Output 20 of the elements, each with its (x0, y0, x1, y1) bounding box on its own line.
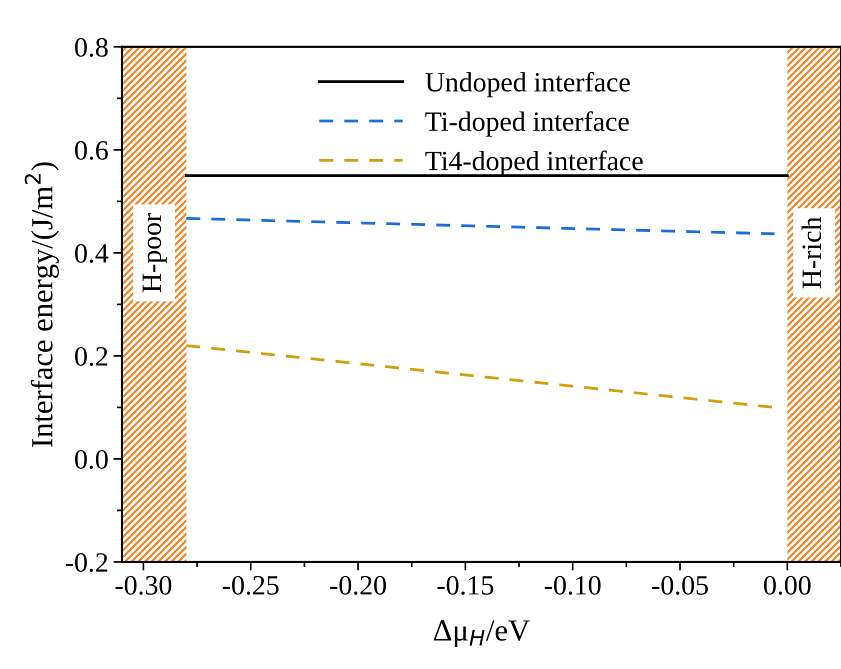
y-tick-label: 0.8 (75, 38, 108, 57)
x-tick-label: -0.25 (222, 576, 279, 595)
x-tick-label: -0.30 (116, 576, 172, 595)
y-tick-label: -0.2 (66, 553, 108, 572)
x-tick-label: 0.00 (764, 576, 811, 595)
band-label: H-poor (142, 213, 167, 292)
x-tick-label: -0.15 (437, 576, 494, 595)
legend-label: Ti4-doped interface (425, 150, 643, 176)
x-axis-title: Δμ$_{H}$/eV (434, 620, 530, 648)
y-tick-label: 0.6 (75, 141, 108, 160)
y-tick-label: 0.2 (75, 347, 108, 366)
y-tick-label: 0.0 (75, 450, 108, 469)
legend-label: Ti-doped interface (425, 111, 629, 137)
band-label: H-rich (802, 217, 822, 288)
x-tick-label: -0.10 (544, 576, 601, 595)
x-tick-label: -0.20 (330, 576, 386, 595)
x-tick-label: -0.05 (652, 576, 708, 595)
legend-label: Undoped interface (425, 72, 630, 98)
y-tick-label: 0.4 (75, 244, 108, 263)
y-axis-title: Interface energy/(J/m$^{2}$) (24, 162, 59, 447)
